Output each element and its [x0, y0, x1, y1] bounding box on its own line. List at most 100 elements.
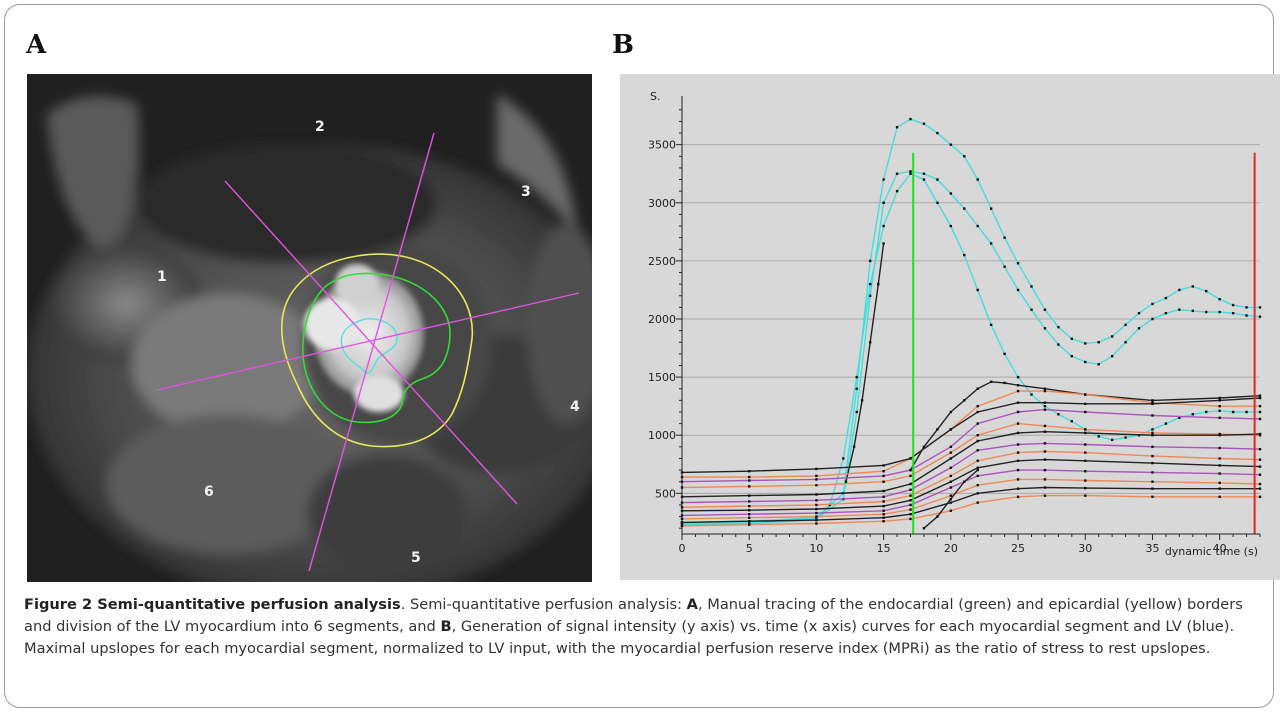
data-point	[976, 224, 979, 228]
chart-markers	[912, 152, 1256, 534]
data-point	[1218, 481, 1221, 485]
data-point	[1084, 486, 1087, 490]
data-point	[909, 474, 912, 478]
data-point	[1084, 410, 1087, 414]
data-point	[1043, 458, 1047, 461]
data-point	[868, 294, 872, 297]
data-point	[976, 410, 979, 414]
data-point	[882, 489, 885, 493]
segment-label: 4	[570, 399, 580, 415]
data-point	[909, 488, 912, 492]
data-point	[1043, 486, 1047, 489]
data-point	[1016, 459, 1020, 462]
data-point	[949, 494, 953, 497]
data-point	[815, 478, 818, 481]
data-point	[1218, 464, 1221, 467]
data-point	[1070, 420, 1074, 423]
data-point	[1191, 309, 1194, 313]
data-point	[1097, 435, 1100, 438]
data-point	[1258, 447, 1262, 451]
data-point	[815, 493, 818, 496]
data-point	[1084, 428, 1087, 431]
data-point	[1218, 495, 1221, 499]
data-point	[976, 288, 979, 292]
data-point	[1097, 341, 1100, 344]
data-point	[882, 500, 885, 503]
data-point	[909, 499, 912, 502]
data-point	[1016, 410, 1020, 414]
data-point	[976, 459, 979, 462]
data-point	[748, 523, 751, 526]
data-point	[1110, 438, 1114, 442]
data-point	[1084, 360, 1087, 364]
data-point	[1258, 495, 1262, 499]
data-point	[1057, 413, 1060, 416]
data-point	[976, 449, 979, 452]
segment-label: 3	[521, 184, 531, 200]
data-point	[1043, 408, 1047, 411]
data-point	[963, 155, 966, 158]
x-tick-label: 10	[809, 542, 823, 555]
data-point	[949, 509, 953, 512]
series-line	[845, 243, 885, 482]
data-point	[1016, 375, 1020, 379]
data-point	[1016, 431, 1020, 435]
data-point	[815, 483, 818, 487]
data-point	[1084, 431, 1087, 435]
data-point	[882, 474, 885, 478]
data-point	[1016, 451, 1020, 454]
data-point	[1164, 422, 1168, 425]
data-point	[1003, 381, 1006, 385]
data-point	[922, 445, 926, 449]
data-point	[1084, 402, 1087, 406]
data-point	[1124, 436, 1127, 439]
data-point	[1151, 454, 1154, 458]
data-point	[1110, 354, 1114, 358]
data-point	[1151, 402, 1154, 406]
data-point	[852, 445, 856, 449]
data-point	[976, 492, 979, 495]
data-point	[1016, 443, 1020, 446]
data-point	[1218, 416, 1221, 419]
data-point	[1151, 445, 1154, 449]
data-point	[815, 507, 818, 511]
data-point	[1191, 285, 1194, 288]
data-point	[909, 117, 912, 121]
data-point	[1258, 465, 1262, 468]
x-tick-label: 25	[1011, 542, 1025, 555]
data-point	[868, 282, 872, 286]
x-tick-label: 35	[1145, 542, 1159, 555]
data-point	[1231, 311, 1235, 315]
data-point	[882, 201, 885, 204]
data-point	[1030, 308, 1033, 311]
data-point	[976, 434, 979, 437]
data-point	[949, 466, 953, 469]
data-point	[895, 172, 899, 175]
data-point	[1084, 451, 1087, 454]
data-point	[1178, 416, 1181, 419]
segment-label: 1	[157, 269, 167, 285]
data-point	[909, 482, 912, 486]
data-point	[1137, 327, 1141, 330]
data-point	[1110, 335, 1114, 338]
data-point	[748, 470, 751, 473]
data-point	[963, 399, 966, 402]
data-point	[1258, 482, 1262, 486]
data-point	[1218, 310, 1221, 314]
data-point	[882, 224, 885, 228]
y-tick-label: 3000	[648, 197, 676, 210]
data-point	[868, 259, 872, 263]
panel-a-label: A	[26, 30, 47, 60]
data-point	[882, 520, 885, 523]
data-point	[963, 253, 966, 257]
data-point	[1043, 387, 1047, 390]
data-point	[1191, 413, 1194, 416]
data-point	[1164, 296, 1168, 300]
data-point	[1016, 288, 1020, 292]
data-point	[882, 242, 885, 245]
data-point	[1218, 399, 1221, 402]
data-point	[1205, 310, 1208, 314]
data-point	[882, 513, 885, 516]
data-point	[1151, 431, 1154, 435]
data-point	[922, 178, 926, 181]
